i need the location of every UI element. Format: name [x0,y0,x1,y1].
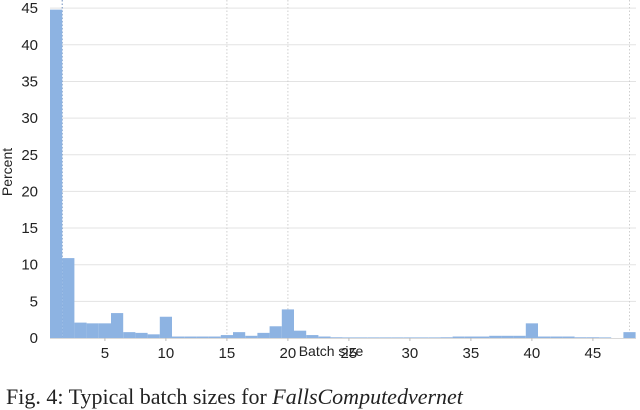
bar-batch-33 [440,337,453,338]
bar-batch-37 [489,335,502,338]
x-tick-label: 20 [280,345,297,362]
bar-batch-44 [574,337,587,338]
bar-batch-14 [208,336,221,338]
x-axis-ticks: 5 10 15 20 25 30 35 40 45 [101,338,602,362]
bar-batch-4 [86,323,99,338]
bar-batch-31 [416,337,429,338]
y-axis-ticks: 0 5 10 15 20 25 30 35 40 45 [21,0,38,347]
bar-batch-25 [342,337,355,338]
bar-batch-3 [74,322,87,338]
bar-batch-48 [623,332,636,338]
bar-batch-9 [147,334,160,338]
vertical-dotted-lines [61,0,630,338]
x-tick-label: 40 [524,345,541,362]
grid-lines [50,7,636,302]
bar-batch-43 [562,336,575,338]
y-tick-label: 10 [21,257,38,274]
bar-batch-2 [62,258,75,338]
bar-batch-16 [233,332,246,338]
bar-batch-30 [403,337,416,338]
bars [50,9,636,339]
y-tick-label: 45 [21,0,38,17]
bar-batch-34 [452,336,465,338]
bar-batch-12 [184,336,197,338]
y-tick-label: 40 [21,37,38,54]
bar-batch-41 [538,336,551,338]
x-tick-label: 5 [101,345,109,362]
x-tick-label: 30 [402,345,419,362]
bar-batch-10 [159,316,172,338]
bar-batch-36 [477,336,490,338]
bar-batch-19 [269,326,282,338]
bar-batch-42 [550,336,563,338]
bar-batch-35 [464,336,477,338]
x-tick-label: 45 [585,345,602,362]
bar-batch-22 [306,335,319,338]
caption-prefix: Fig. 4: Typical batch sizes for [6,384,273,409]
bar-batch-46 [599,337,612,338]
bar-batch-6 [111,313,124,338]
bar-batch-20 [281,309,294,338]
bar-batch-26 [355,337,368,338]
bar-batch-32 [428,337,441,338]
bar-batch-23 [318,336,331,338]
bar-batch-45 [586,337,599,338]
bar-batch-40 [525,323,538,338]
bar-batch-15 [220,335,233,338]
bar-batch-39 [513,335,526,338]
bar-batch-17 [245,335,258,338]
bar-batch-28 [379,337,392,338]
bar-batch-38 [501,335,514,338]
x-tick-label: 10 [158,345,175,362]
y-tick-label: 0 [30,330,38,347]
x-tick-label: 25 [341,345,358,362]
bar-batch-24 [330,337,343,338]
y-tick-label: 5 [30,293,38,310]
y-tick-label: 30 [21,110,38,127]
y-axis-title: Percent [0,148,15,196]
x-tick-label: 15 [219,345,236,362]
y-tick-label: 25 [21,147,38,164]
histogram-chart: 0 5 10 15 20 25 30 35 40 45 5 10 15 20 25 30 35 40 45 Bat… [0,0,636,362]
bar-batch-7 [123,332,136,338]
x-axis-title: Batch size [299,343,364,359]
figure-caption: Fig. 4: Typical batch sizes for FallsCom… [6,384,640,410]
bar-batch-11 [172,336,185,338]
y-tick-label: 15 [21,220,38,237]
bar-batch-29 [391,337,404,338]
bar-batch-27 [367,337,380,338]
bar-batch-1 [50,9,63,339]
bar-batch-21 [294,330,307,338]
x-tick-label: 35 [463,345,480,362]
y-tick-label: 20 [21,183,38,200]
bar-batch-18 [257,332,270,338]
bar-batch-5 [98,323,111,338]
bar-batch-13 [196,336,209,338]
bar-batch-8 [135,332,148,338]
y-tick-label: 35 [21,73,38,90]
caption-italic: FallsComputedvernet [272,384,463,409]
